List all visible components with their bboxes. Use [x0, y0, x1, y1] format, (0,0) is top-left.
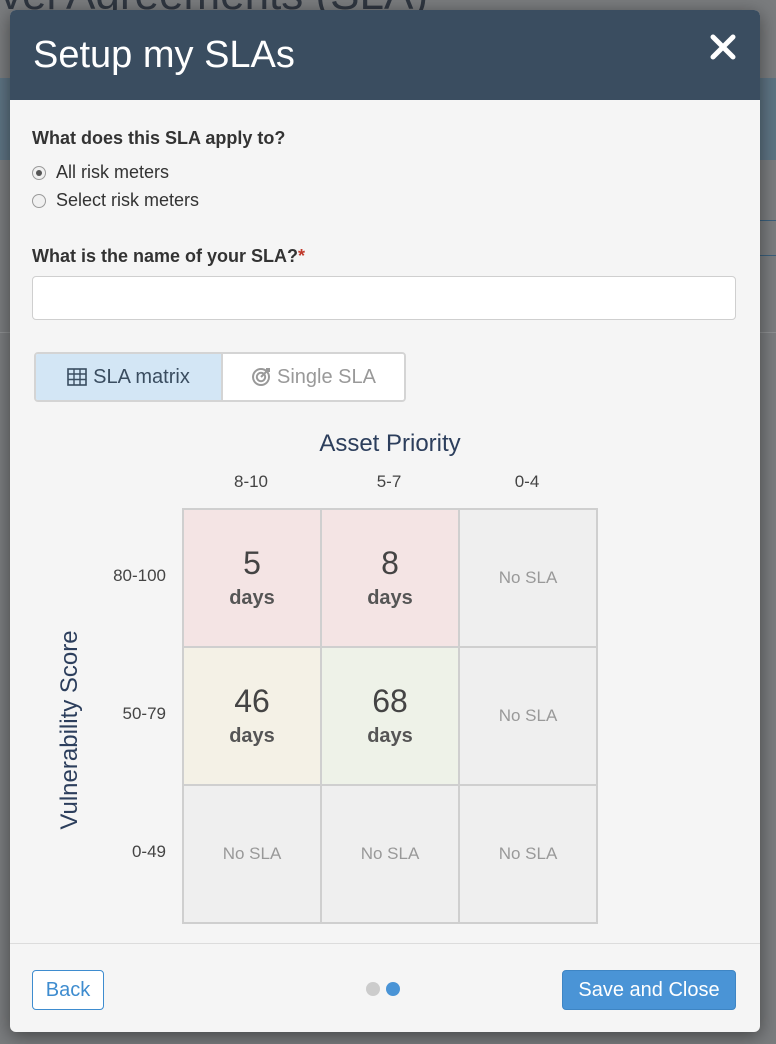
tab-label: Single SLA — [277, 365, 376, 388]
save-and-close-button[interactable]: Save and Close — [562, 970, 736, 1010]
close-button[interactable] — [708, 32, 742, 66]
cell-no-sla: No SLA — [498, 844, 558, 863]
cell-days-unit: days — [229, 586, 275, 609]
matrix-cell[interactable]: 8 days — [321, 509, 459, 647]
tab-label: SLA matrix — [93, 365, 190, 388]
background-button — [758, 220, 776, 256]
radio-label: All risk meters — [56, 162, 170, 182]
matrix-cell[interactable]: 46 days — [183, 647, 321, 785]
matrix-cell[interactable]: 68 days — [321, 647, 459, 785]
step-dot — [386, 982, 400, 996]
column-label: 0-4 — [514, 472, 540, 491]
radio-select-risk-meters[interactable]: Select risk meters — [32, 190, 199, 211]
modal-header: Setup my SLAs — [10, 10, 760, 100]
required-mark: * — [298, 246, 306, 266]
cell-days-value: 68 — [372, 682, 408, 719]
matrix-cell[interactable]: No SLA — [459, 509, 597, 647]
cell-days-value: 5 — [243, 544, 261, 581]
scope-question: What does this SLA apply to? — [32, 128, 286, 148]
target-icon — [252, 368, 271, 386]
x-axis-title: Asset Priority — [319, 430, 461, 457]
matrix-cell[interactable]: No SLA — [459, 647, 597, 785]
radio-label: Select risk meters — [56, 190, 200, 210]
cell-days-unit: days — [229, 724, 275, 747]
row-label: 50-79 — [122, 704, 166, 723]
matrix-cell[interactable]: 5 days — [183, 509, 321, 647]
column-label: 8-10 — [233, 472, 269, 491]
tab-single-sla[interactable]: Single SLA — [223, 354, 404, 400]
sla-matrix-grid: 5 days 8 days No SLA 46 days 68 days No … — [182, 508, 598, 924]
cell-days-unit: days — [367, 586, 413, 609]
name-question-text: What is the name of your SLA? — [32, 246, 299, 266]
row-label: 0-49 — [131, 842, 166, 861]
sla-name-input[interactable] — [32, 276, 736, 320]
footer-divider — [10, 943, 760, 944]
cell-no-sla: No SLA — [360, 844, 420, 863]
setup-sla-modal: Setup my SLAs What does this SLA apply t… — [10, 10, 760, 1032]
grid-table-icon — [67, 368, 87, 386]
cell-no-sla: No SLA — [498, 706, 558, 725]
modal-title: Setup my SLAs — [33, 34, 295, 76]
column-label: 5-7 — [376, 472, 402, 491]
cell-days-value: 46 — [234, 682, 270, 719]
matrix-cell[interactable]: No SLA — [321, 785, 459, 923]
radio-all-risk-meters[interactable]: All risk meters — [32, 162, 169, 183]
radio-button-checked[interactable] — [32, 165, 46, 180]
cell-days-unit: days — [367, 724, 413, 747]
cell-days-value: 8 — [381, 544, 399, 581]
close-icon — [710, 34, 736, 60]
name-question: What is the name of your SLA?* — [32, 246, 305, 267]
back-button[interactable]: Back — [32, 970, 104, 1010]
step-dot — [366, 982, 380, 996]
cell-no-sla: No SLA — [498, 568, 558, 587]
matrix-cell[interactable]: No SLA — [459, 785, 597, 923]
y-axis-title-text: Vulnerability Score — [56, 630, 83, 830]
matrix-cell[interactable]: No SLA — [183, 785, 321, 923]
step-indicator — [366, 982, 406, 996]
row-label: 80-100 — [113, 566, 166, 585]
tab-sla-matrix[interactable]: SLA matrix — [36, 354, 223, 400]
cell-no-sla: No SLA — [222, 844, 282, 863]
mode-toggle: SLA matrix Single SLA — [34, 352, 406, 402]
radio-button[interactable] — [32, 193, 46, 208]
